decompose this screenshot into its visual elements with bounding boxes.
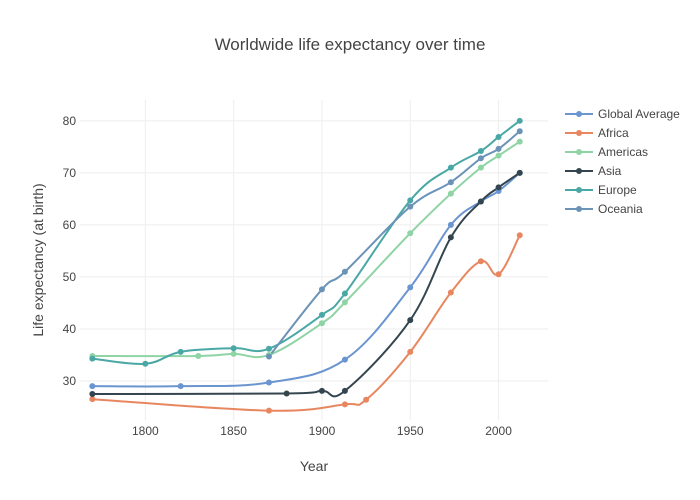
series-lines <box>92 120 521 412</box>
legend-item-europe[interactable]: Europe <box>565 183 637 197</box>
legend-swatch-marker <box>576 168 582 174</box>
data-point-oceania[interactable] <box>477 155 484 162</box>
legend-label: Asia <box>598 164 622 178</box>
legend-swatch-marker <box>576 130 582 136</box>
legend-label: Americas <box>598 145 648 159</box>
data-point-americas[interactable] <box>447 190 454 197</box>
series-line-africa <box>92 234 521 412</box>
data-point-europe[interactable] <box>407 197 414 204</box>
legend-item-americas[interactable]: Americas <box>565 145 648 159</box>
data-point-europe[interactable] <box>447 164 454 171</box>
legend-swatch-marker <box>576 149 582 155</box>
series-line-global-average <box>92 172 521 388</box>
x-tick-label: 1800 <box>132 424 159 438</box>
data-point-asia[interactable] <box>477 198 484 205</box>
data-point-global-average[interactable] <box>89 383 96 390</box>
y-tick-label: 60 <box>63 218 77 232</box>
data-point-americas[interactable] <box>477 164 484 171</box>
data-point-americas[interactable] <box>230 350 237 357</box>
legend-label: Africa <box>598 126 629 140</box>
data-point-europe[interactable] <box>341 290 348 297</box>
data-point-europe[interactable] <box>318 311 325 318</box>
data-point-americas[interactable] <box>318 320 325 327</box>
data-point-africa[interactable] <box>495 271 502 278</box>
legend-swatch-marker <box>576 187 582 193</box>
data-point-americas[interactable] <box>516 138 523 145</box>
data-point-africa[interactable] <box>341 401 348 408</box>
data-point-asia[interactable] <box>341 387 348 394</box>
y-tick-label: 40 <box>63 322 77 336</box>
data-point-europe[interactable] <box>230 345 237 352</box>
series-line-europe <box>92 120 521 365</box>
data-point-oceania[interactable] <box>447 179 454 186</box>
x-tick-label: 1900 <box>309 424 336 438</box>
data-point-americas[interactable] <box>195 353 202 359</box>
x-axis-label: Year <box>300 458 329 474</box>
series-markers <box>89 117 523 414</box>
data-point-asia[interactable] <box>407 317 414 324</box>
data-point-europe[interactable] <box>142 360 149 367</box>
data-point-europe[interactable] <box>495 133 502 140</box>
legend-label: Europe <box>598 183 637 197</box>
chart-title: Worldwide life expectancy over time <box>215 35 486 54</box>
legend-item-africa[interactable]: Africa <box>565 126 629 140</box>
legend-item-global-average[interactable]: Global Average <box>565 107 680 121</box>
y-tick-label: 30 <box>63 374 77 388</box>
data-point-oceania[interactable] <box>318 286 325 293</box>
data-point-asia[interactable] <box>318 387 325 394</box>
data-point-asia[interactable] <box>447 234 454 241</box>
data-point-global-average[interactable] <box>447 221 454 228</box>
legend-item-oceania[interactable]: Oceania <box>565 202 643 216</box>
y-tick-label: 50 <box>63 270 77 284</box>
data-point-africa[interactable] <box>265 407 272 414</box>
data-point-africa[interactable] <box>363 396 370 403</box>
data-point-global-average[interactable] <box>265 379 272 386</box>
legend-item-asia[interactable]: Asia <box>565 164 622 178</box>
y-tick-label: 70 <box>63 166 77 180</box>
y-axis-ticks: 30 40 50 60 70 80 <box>63 114 77 388</box>
legend-swatch-marker <box>576 206 582 212</box>
data-point-europe[interactable] <box>477 147 484 154</box>
data-point-europe[interactable] <box>89 355 96 362</box>
y-tick-label: 80 <box>63 114 77 128</box>
legend-label: Global Average <box>598 107 680 121</box>
data-point-africa[interactable] <box>407 348 414 355</box>
data-point-global-average[interactable] <box>341 356 348 363</box>
legend-swatch-marker <box>576 111 582 117</box>
data-point-oceania[interactable] <box>265 353 272 360</box>
data-point-europe[interactable] <box>516 117 523 124</box>
data-point-asia[interactable] <box>516 169 523 176</box>
data-point-europe[interactable] <box>177 348 184 355</box>
data-point-asia[interactable] <box>89 390 96 397</box>
x-tick-label: 1850 <box>220 424 247 438</box>
data-point-global-average[interactable] <box>407 284 414 291</box>
data-point-americas[interactable] <box>495 152 502 159</box>
legend-label: Oceania <box>598 202 643 216</box>
data-point-global-average[interactable] <box>177 383 184 390</box>
data-point-oceania[interactable] <box>495 145 502 152</box>
data-point-americas[interactable] <box>341 299 348 306</box>
data-point-asia[interactable] <box>283 390 290 397</box>
data-point-asia[interactable] <box>495 184 502 191</box>
x-tick-label: 2000 <box>485 424 512 438</box>
legend[interactable]: Global Average Africa Americas Asia Europe Oc… <box>565 107 680 216</box>
data-point-oceania[interactable] <box>516 128 523 135</box>
gridlines <box>80 100 548 420</box>
data-point-oceania[interactable] <box>407 203 414 210</box>
data-point-africa[interactable] <box>447 289 454 296</box>
y-axis-label: Life expectancy (at birth) <box>30 183 46 336</box>
series-line-americas <box>92 140 521 359</box>
data-point-oceania[interactable] <box>341 268 348 275</box>
data-point-africa[interactable] <box>89 396 96 403</box>
series-line-asia <box>92 172 521 398</box>
data-point-africa[interactable] <box>516 232 523 239</box>
x-tick-label: 1950 <box>397 424 424 438</box>
data-point-americas[interactable] <box>407 230 414 237</box>
data-point-africa[interactable] <box>477 258 484 265</box>
data-point-europe[interactable] <box>265 345 272 352</box>
x-axis-ticks: 1800 1850 1900 1950 2000 <box>132 424 512 438</box>
